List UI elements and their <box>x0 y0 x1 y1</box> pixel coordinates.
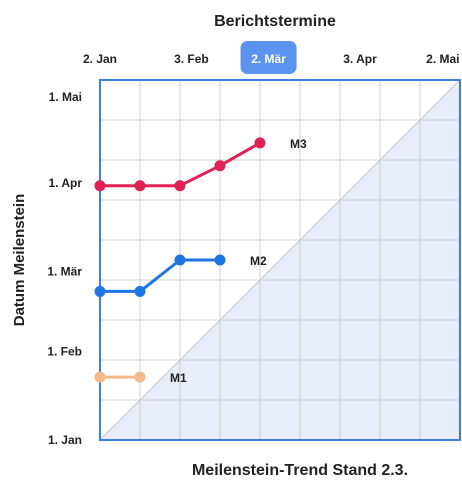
y-tick-label: 1. Apr <box>48 176 82 190</box>
data-point-m2 <box>94 285 106 297</box>
data-point-m2 <box>134 285 146 297</box>
x-tick-label: 2. Jan <box>83 52 117 66</box>
diagonal-line <box>99 79 461 441</box>
series-line-m2 <box>100 258 220 293</box>
data-point-m3 <box>134 180 146 192</box>
y-tick-label: 1. Mai <box>49 90 82 104</box>
data-point-m2 <box>174 254 186 266</box>
data-point-m1 <box>94 371 106 383</box>
x-tick-label: 2. Mär <box>251 52 286 66</box>
x-tick-label: 2. Mai <box>426 52 459 66</box>
series-label-m3: M3 <box>290 137 307 151</box>
series-label-m1: M1 <box>170 371 187 385</box>
plot-frame <box>99 79 461 441</box>
y-tick-label: 1. Jan <box>48 433 82 447</box>
chart-title: Berichtstermine <box>214 13 336 30</box>
data-point-m1 <box>134 371 146 383</box>
series-label-m2: M2 <box>250 254 267 268</box>
x-tick-label: 3. Apr <box>343 52 377 66</box>
data-point-m3 <box>254 137 266 149</box>
data-point-m3 <box>174 180 186 192</box>
x-tick-highlight <box>240 41 297 74</box>
y-axis-label: Datum Meilenstein <box>11 194 28 327</box>
data-point-m3 <box>94 180 106 192</box>
chart-caption: Meilenstein-Trend Stand 2.3. <box>192 462 408 479</box>
y-tick-label: 1. Mär <box>47 264 82 278</box>
data-point-m3 <box>214 160 226 172</box>
data-point-m2 <box>214 254 226 266</box>
y-tick-label: 1. Feb <box>47 344 82 358</box>
x-tick-label: 3. Feb <box>174 52 209 66</box>
